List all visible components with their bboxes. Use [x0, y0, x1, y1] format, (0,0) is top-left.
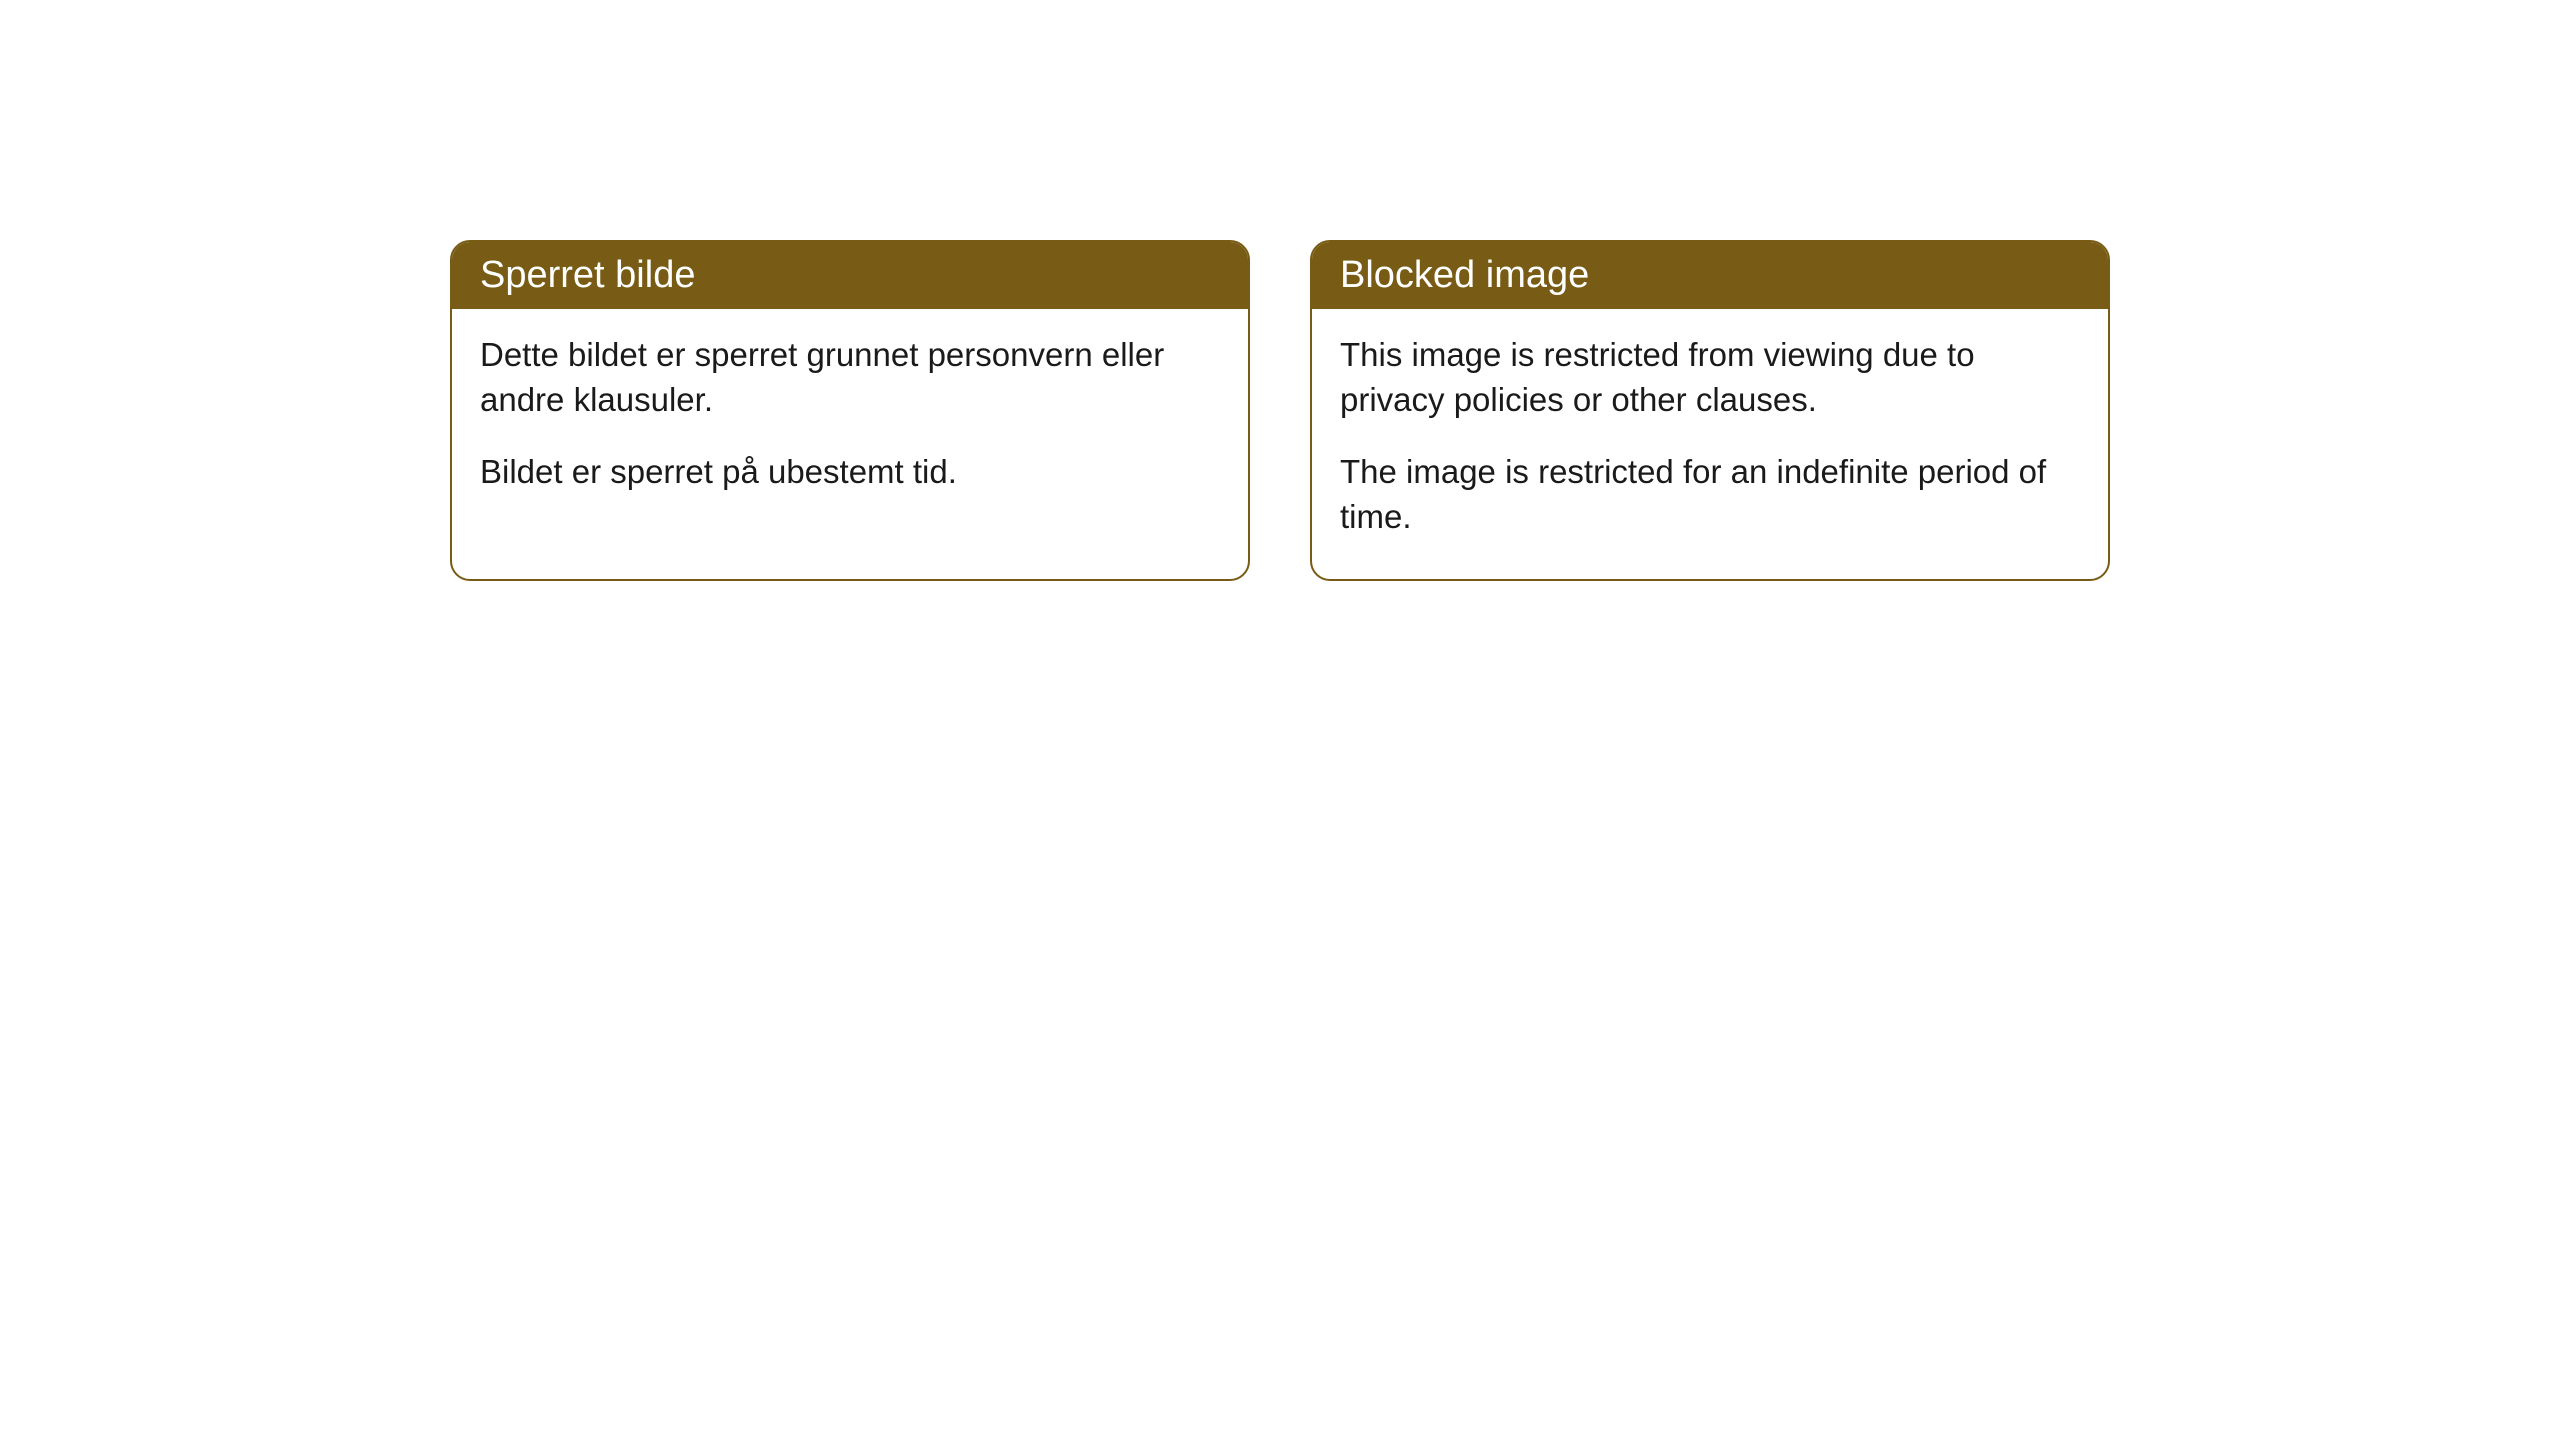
card-body: Dette bildet er sperret grunnet personve…: [452, 309, 1248, 535]
card-paragraph: The image is restricted for an indefinit…: [1340, 450, 2080, 539]
card-body: This image is restricted from viewing du…: [1312, 309, 2108, 579]
card-title: Sperret bilde: [480, 254, 695, 296]
notice-cards-container: Sperret bilde Dette bildet er sperret gr…: [450, 240, 2110, 581]
card-paragraph: This image is restricted from viewing du…: [1340, 333, 2080, 422]
card-paragraph: Bildet er sperret på ubestemt tid.: [480, 450, 1220, 495]
notice-card-english: Blocked image This image is restricted f…: [1310, 240, 2110, 581]
notice-card-norwegian: Sperret bilde Dette bildet er sperret gr…: [450, 240, 1250, 581]
card-paragraph: Dette bildet er sperret grunnet personve…: [480, 333, 1220, 422]
card-title: Blocked image: [1340, 254, 1589, 296]
card-header: Blocked image: [1312, 242, 2108, 309]
card-header: Sperret bilde: [452, 242, 1248, 309]
